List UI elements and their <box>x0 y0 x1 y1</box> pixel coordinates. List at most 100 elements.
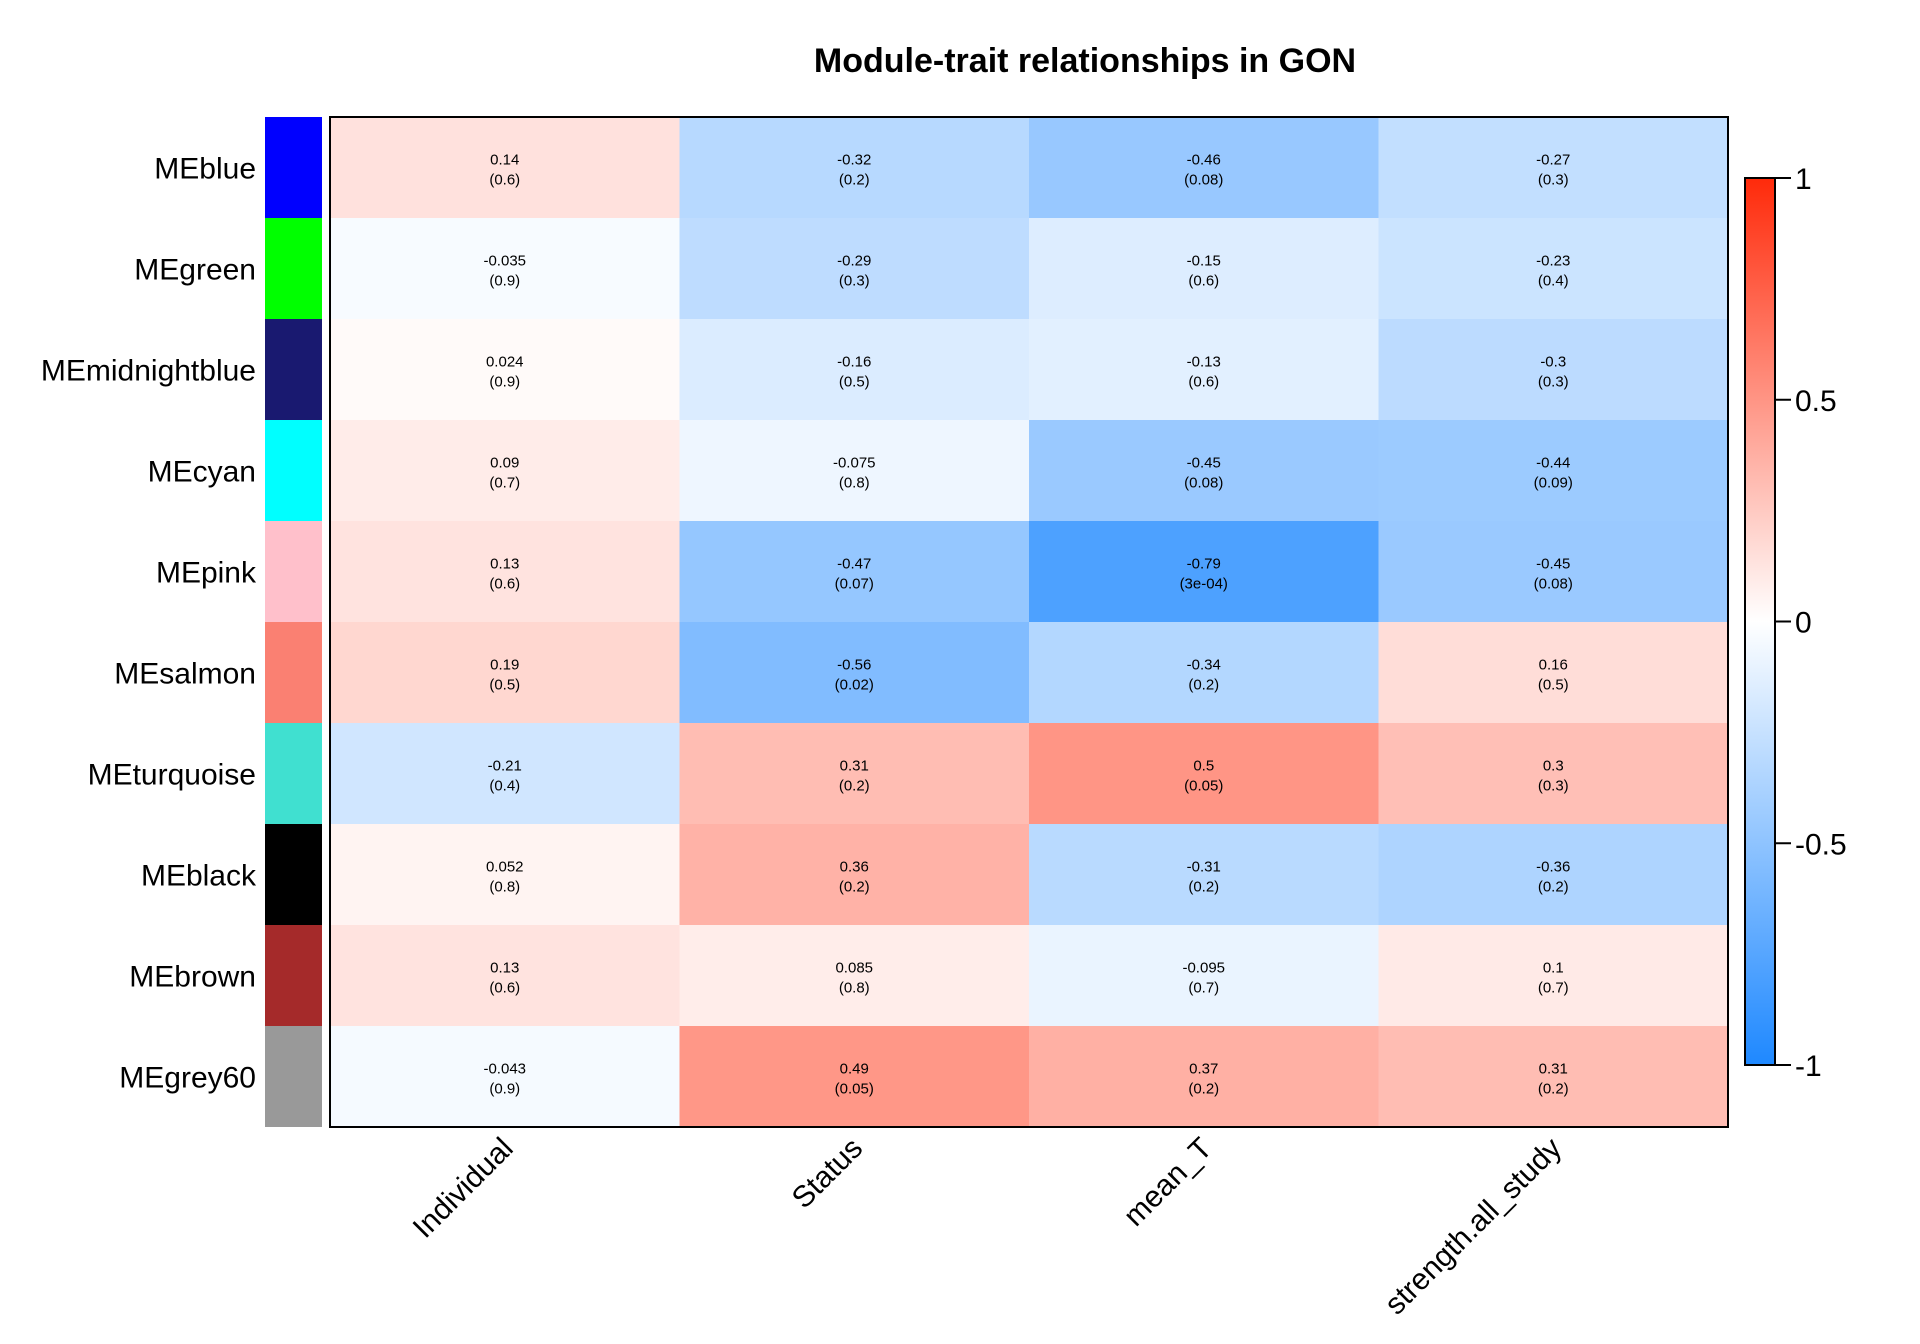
cell-pvalue: (0.2) <box>839 172 870 189</box>
cell-pvalue: (0.2) <box>1538 1081 1569 1098</box>
cell-pvalue: (0.08) <box>1534 576 1573 593</box>
cell-pvalue: (0.2) <box>839 879 870 896</box>
heatmap-cell <box>679 925 1030 1027</box>
heatmap-cell <box>1378 117 1729 219</box>
cell-pvalue: (0.3) <box>839 273 870 290</box>
cell-pvalue: (0.8) <box>839 475 870 492</box>
row-label-MEbrown: MEbrown <box>129 961 256 994</box>
heatmap-cell <box>330 824 680 926</box>
row-label-MEblack: MEblack <box>141 860 257 893</box>
heatmap-cell <box>330 319 680 421</box>
cell-correlation: -0.36 <box>1536 859 1570 876</box>
cell-correlation: 0.024 <box>486 354 524 371</box>
heatmap-cell <box>679 622 1030 724</box>
heatmap-cell <box>1029 925 1379 1027</box>
cell-pvalue: (0.3) <box>1538 374 1569 391</box>
cell-pvalue: (0.7) <box>1538 980 1569 997</box>
cell-correlation: -0.32 <box>837 152 871 169</box>
legend-tick-label: 0.5 <box>1795 385 1837 418</box>
row-label-MEpink: MEpink <box>156 557 257 590</box>
cell-pvalue: (0.02) <box>835 677 874 694</box>
heatmap-cell <box>1378 420 1729 522</box>
cell-correlation: 0.3 <box>1543 758 1564 775</box>
cell-correlation: -0.16 <box>837 354 871 371</box>
cell-pvalue: (0.6) <box>489 172 520 189</box>
row-label-MEblue: MEblue <box>154 153 256 186</box>
heatmap-cell <box>1029 117 1379 219</box>
module-swatch-MEcyan <box>265 420 322 521</box>
cell-correlation: -0.31 <box>1187 859 1221 876</box>
cell-pvalue: (0.07) <box>835 576 874 593</box>
cell-correlation: -0.47 <box>837 556 871 573</box>
module-swatch-MEturquoise <box>265 723 322 824</box>
cell-pvalue: (0.4) <box>1538 273 1569 290</box>
cell-correlation: 0.14 <box>490 152 519 169</box>
heatmap-cell <box>1378 218 1729 320</box>
legend-tick-label: -1 <box>1795 1050 1822 1083</box>
heatmap-cell <box>330 521 680 623</box>
cell-pvalue: (0.05) <box>835 1081 874 1098</box>
cell-correlation: -0.79 <box>1187 556 1221 573</box>
module-swatch-MEblack <box>265 824 322 925</box>
cell-correlation: -0.29 <box>837 253 871 270</box>
cell-pvalue: (0.09) <box>1534 475 1573 492</box>
cell-pvalue: (0.6) <box>489 980 520 997</box>
cell-correlation: -0.3 <box>1540 354 1566 371</box>
legend-tick-label: 0 <box>1795 607 1812 640</box>
module-swatch-MEmidnightblue <box>265 319 322 420</box>
heatmap-cell <box>1378 521 1729 623</box>
heatmap-cell <box>1378 622 1729 724</box>
cell-pvalue: (0.6) <box>1188 374 1219 391</box>
module-swatch-MEgreen <box>265 218 322 319</box>
heatmap-cell <box>679 420 1030 522</box>
cell-pvalue: (0.05) <box>1184 778 1223 795</box>
cell-correlation: -0.46 <box>1187 152 1221 169</box>
heatmap-cell <box>330 925 680 1027</box>
cell-correlation: -0.34 <box>1187 657 1221 674</box>
cell-pvalue: (0.8) <box>839 980 870 997</box>
module-swatch-MEpink <box>265 521 322 622</box>
cell-pvalue: (0.7) <box>1188 980 1219 997</box>
heatmap-cell <box>679 824 1030 926</box>
heatmap-cell <box>330 1026 680 1128</box>
heatmap-cell <box>679 521 1030 623</box>
cell-pvalue: (0.2) <box>1188 677 1219 694</box>
column-label-Individual: Individual <box>407 1132 520 1245</box>
cell-correlation: 0.19 <box>490 657 519 674</box>
heatmap-cell <box>1378 1026 1729 1128</box>
heatmap-cell <box>330 622 680 724</box>
heatmap-cell <box>330 117 680 219</box>
heatmap-cell <box>1029 1026 1379 1128</box>
column-label-mean_T: mean_T <box>1118 1132 1219 1233</box>
cell-pvalue: (0.9) <box>489 374 520 391</box>
legend-tick-label: -0.5 <box>1795 828 1847 861</box>
row-label-MEmidnightblue: MEmidnightblue <box>41 355 256 388</box>
cell-correlation: 0.09 <box>490 455 519 472</box>
heatmap-cell <box>1029 218 1379 320</box>
row-label-MEgrey60: MEgrey60 <box>119 1062 256 1095</box>
heatmap-cell <box>330 218 680 320</box>
heatmap-cells: 0.14 (0.6) -0.32 (0.2) -0.46 (0.08) -0.27 (0.3)… <box>330 117 1729 1128</box>
row-label-MEgreen: MEgreen <box>134 254 256 287</box>
cell-correlation: 0.16 <box>1539 657 1568 674</box>
cell-correlation: -0.043 <box>483 1061 526 1078</box>
row-labels: MEblue MEgreen MEmidnightblue MEcyan MEpink M… <box>41 153 257 1095</box>
heatmap-cell <box>1029 723 1379 825</box>
cell-pvalue: (0.2) <box>839 778 870 795</box>
cell-pvalue: (0.2) <box>1188 879 1219 896</box>
cell-correlation: -0.21 <box>488 758 522 775</box>
heatmap-cell <box>679 218 1030 320</box>
cell-correlation: -0.27 <box>1536 152 1570 169</box>
heatmap-cell <box>1378 824 1729 926</box>
heatmap-cell <box>330 420 680 522</box>
cell-pvalue: (0.5) <box>1538 677 1569 694</box>
heatmap-cell <box>1029 319 1379 421</box>
cell-correlation: -0.45 <box>1187 455 1221 472</box>
cell-pvalue: (0.2) <box>1538 879 1569 896</box>
cell-correlation: 0.49 <box>840 1061 869 1078</box>
cell-correlation: 0.052 <box>486 859 524 876</box>
cell-pvalue: (0.5) <box>489 677 520 694</box>
cell-pvalue: (0.7) <box>489 475 520 492</box>
cell-pvalue: (0.5) <box>839 374 870 391</box>
cell-correlation: -0.15 <box>1187 253 1221 270</box>
